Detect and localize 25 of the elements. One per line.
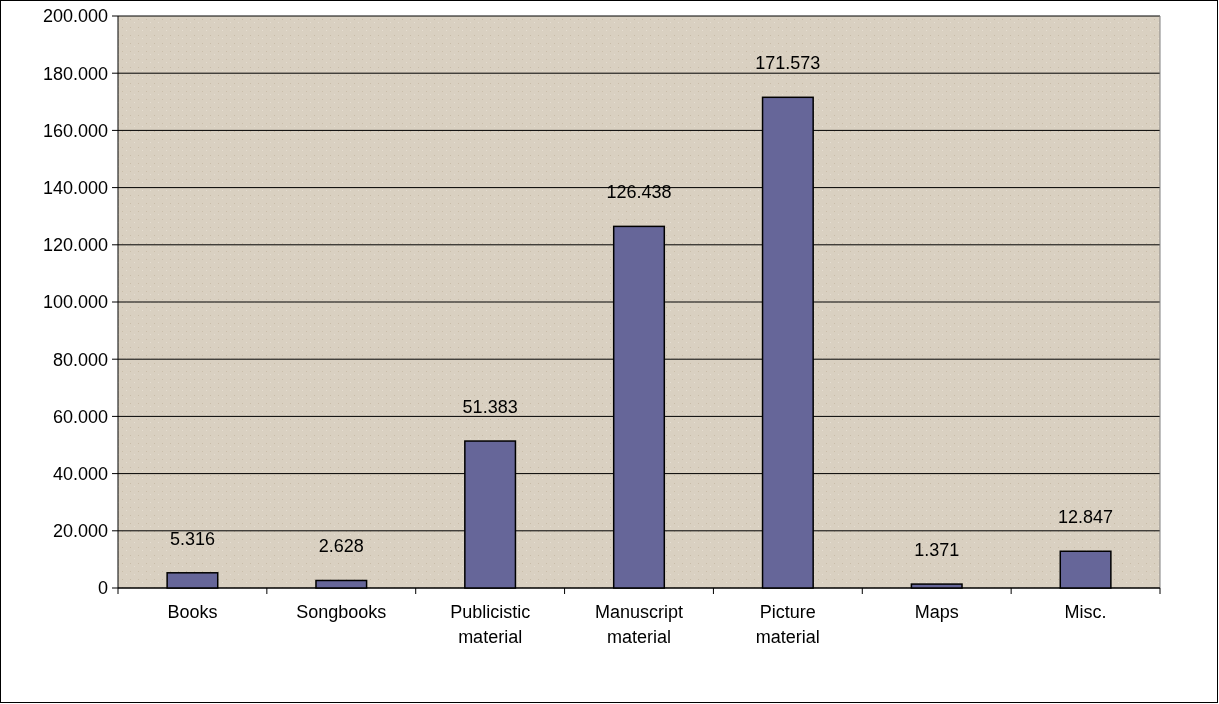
x-tick-label: Misc. (1064, 602, 1107, 622)
y-tick-label: 140.000 (42, 177, 108, 198)
y-tick-label: 120.000 (42, 235, 108, 256)
x-tick-label: Songbooks (296, 602, 387, 622)
data-label: 171.573 (755, 53, 821, 74)
data-label: 126.438 (606, 182, 672, 203)
x-tick-label: Manuscript material (594, 602, 684, 647)
data-label: 5.316 (169, 528, 215, 549)
y-tick-label: 100.000 (42, 292, 108, 313)
x-tick-label: Picture material (755, 602, 820, 647)
y-tick-label: 200.000 (42, 6, 108, 27)
x-tick-label: Publicistic material (450, 602, 531, 647)
data-label: 2.628 (318, 536, 364, 557)
x-tick-label: Maps (914, 602, 959, 622)
data-label: 12.847 (1058, 507, 1114, 528)
y-tick-label: 20.000 (52, 521, 108, 542)
y-tick-label: 160.000 (42, 120, 108, 141)
y-tick-label: 0 (97, 578, 108, 599)
y-tick-label: 60.000 (52, 406, 108, 427)
data-label: 51.383 (462, 397, 518, 418)
x-tick-label: Books (167, 602, 218, 622)
data-label: 1.371 (914, 540, 960, 561)
y-tick-label: 40.000 (52, 463, 108, 484)
y-tick-label: 80.000 (52, 349, 108, 370)
y-tick-label: 180.000 (42, 63, 108, 84)
